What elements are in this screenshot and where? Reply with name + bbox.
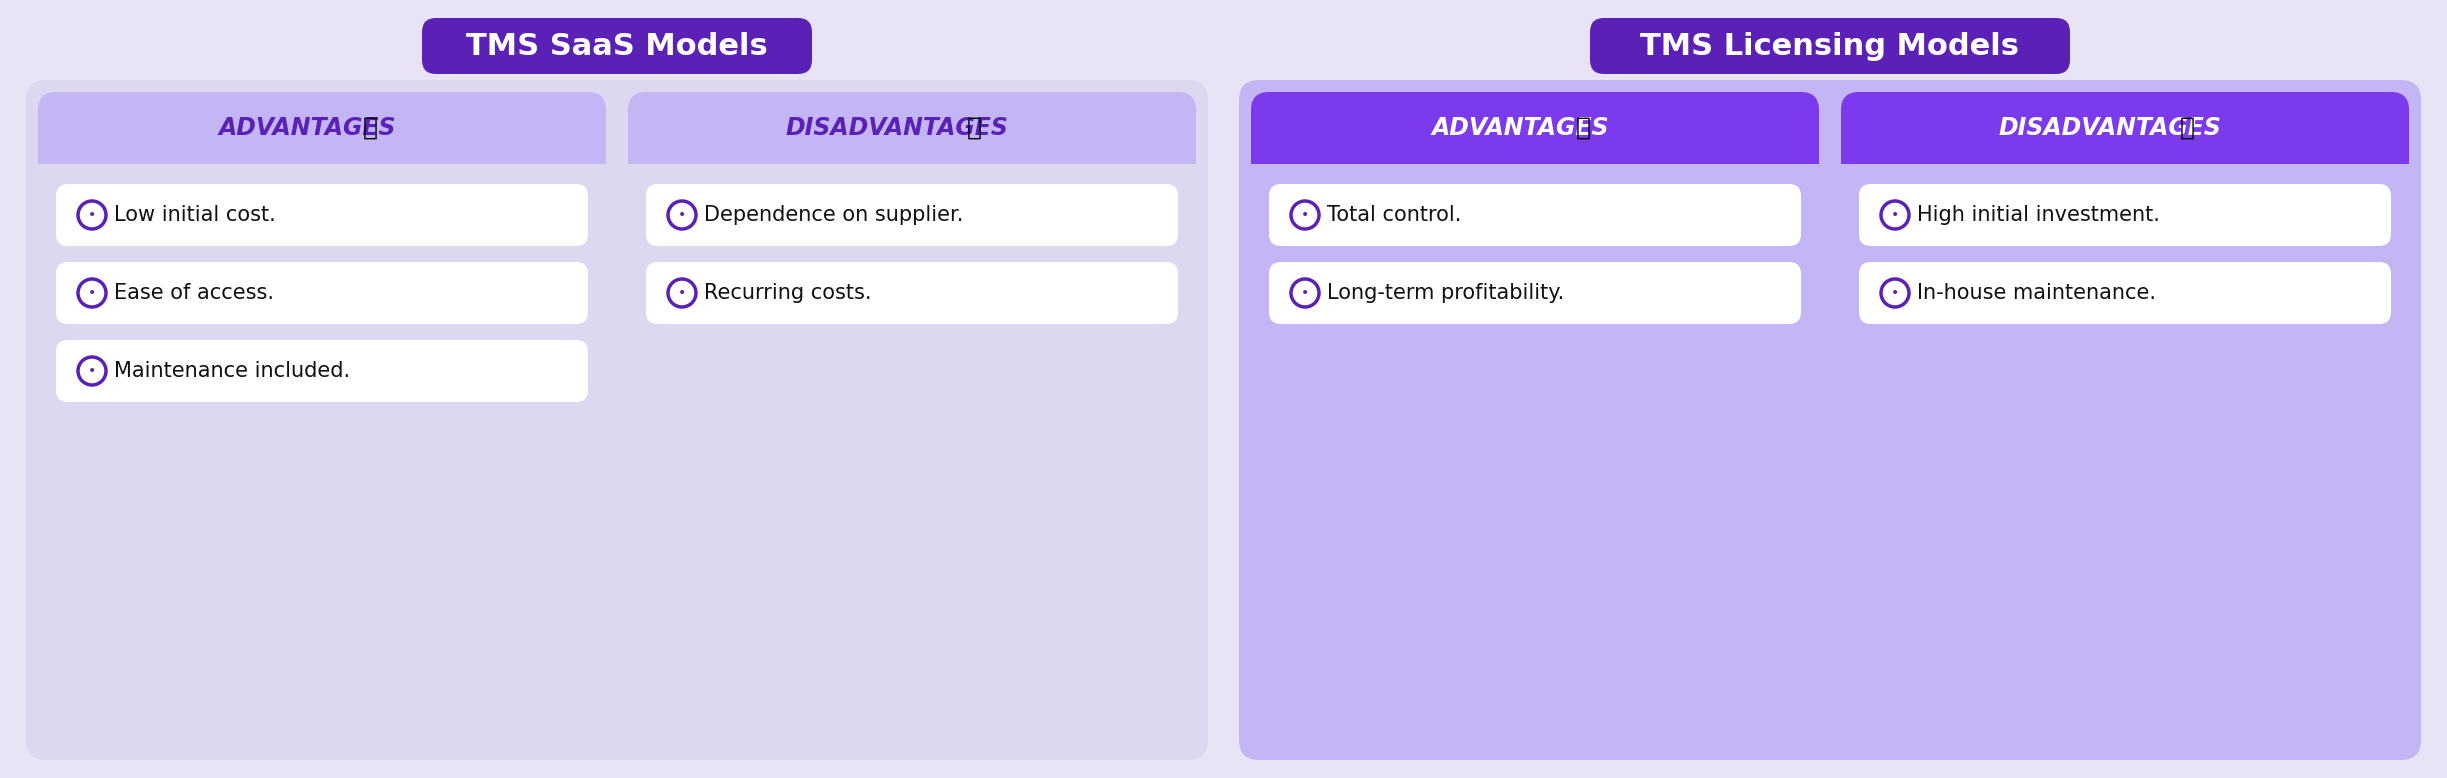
Bar (1250, 128, 1818, 164)
Text: Dependence on supplier.: Dependence on supplier. (705, 205, 964, 225)
FancyBboxPatch shape (646, 184, 1177, 246)
FancyBboxPatch shape (27, 80, 1209, 760)
Text: DISADVANTAGES: DISADVANTAGES (785, 116, 1008, 140)
Text: •: • (88, 208, 95, 222)
Text: •: • (88, 286, 95, 300)
FancyBboxPatch shape (1250, 92, 1818, 748)
FancyBboxPatch shape (421, 18, 812, 74)
Text: Ease of access.: Ease of access. (115, 283, 274, 303)
Text: •: • (1892, 208, 1899, 222)
FancyBboxPatch shape (1840, 92, 2408, 164)
FancyBboxPatch shape (629, 92, 1197, 164)
Text: Maintenance included.: Maintenance included. (115, 361, 350, 381)
FancyBboxPatch shape (1250, 92, 1818, 164)
FancyBboxPatch shape (1238, 80, 2420, 760)
Bar (39, 128, 607, 164)
Text: •: • (1892, 286, 1899, 300)
Text: TMS SaaS Models: TMS SaaS Models (465, 31, 768, 61)
FancyBboxPatch shape (1860, 262, 2391, 324)
FancyBboxPatch shape (39, 92, 607, 164)
FancyBboxPatch shape (39, 92, 607, 748)
FancyBboxPatch shape (1840, 92, 2408, 748)
FancyBboxPatch shape (56, 184, 587, 246)
Text: Recurring costs.: Recurring costs. (705, 283, 871, 303)
Text: ADVANTAGES: ADVANTAGES (218, 116, 396, 140)
Text: ✅: ✅ (1576, 116, 1591, 140)
FancyBboxPatch shape (56, 340, 587, 402)
Text: DISADVANTAGES: DISADVANTAGES (1999, 116, 2222, 140)
Text: •: • (678, 286, 685, 300)
FancyBboxPatch shape (646, 262, 1177, 324)
Text: •: • (1302, 208, 1309, 222)
Text: TMS Licensing Models: TMS Licensing Models (1639, 31, 2019, 61)
Bar (629, 128, 1197, 164)
Text: In-house maintenance.: In-house maintenance. (1916, 283, 2156, 303)
Text: ADVANTAGES: ADVANTAGES (1431, 116, 1608, 140)
FancyBboxPatch shape (1270, 262, 1801, 324)
FancyBboxPatch shape (1591, 18, 2070, 74)
Text: Long-term profitability.: Long-term profitability. (1326, 283, 1564, 303)
Text: ❌: ❌ (2180, 116, 2195, 140)
Text: •: • (88, 364, 95, 378)
Text: High initial investment.: High initial investment. (1916, 205, 2161, 225)
Bar (1840, 128, 2408, 164)
Text: •: • (1302, 286, 1309, 300)
Text: ❌: ❌ (967, 116, 981, 140)
FancyBboxPatch shape (56, 262, 587, 324)
FancyBboxPatch shape (1860, 184, 2391, 246)
Text: ✅: ✅ (362, 116, 377, 140)
FancyBboxPatch shape (629, 92, 1197, 748)
Text: •: • (678, 208, 685, 222)
FancyBboxPatch shape (1270, 184, 1801, 246)
Text: Total control.: Total control. (1326, 205, 1461, 225)
Text: Low initial cost.: Low initial cost. (115, 205, 277, 225)
